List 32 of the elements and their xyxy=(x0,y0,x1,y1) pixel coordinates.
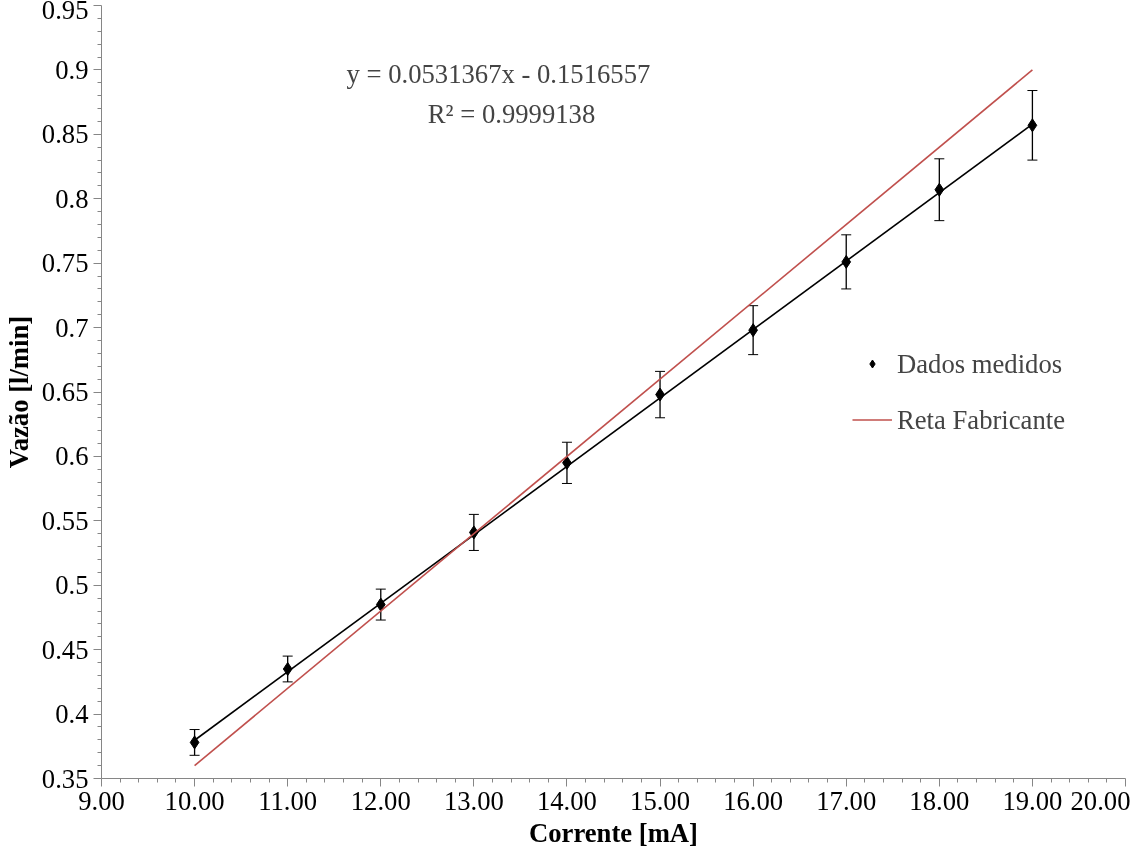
point xyxy=(1027,118,1038,133)
x-tick-label: 17.00 xyxy=(816,785,877,816)
point xyxy=(934,182,945,197)
point xyxy=(189,735,200,750)
y-tick-label: 0.8 xyxy=(55,183,89,214)
annotation: y = 0.0531367x - 0.1516557 xyxy=(346,58,651,89)
x-tick-label: 20.00 xyxy=(1070,785,1131,816)
x-axis-title: Corrente [mA] xyxy=(529,817,698,848)
legend-label: Dados medidos xyxy=(896,348,1063,379)
y-tick-label: 0.7 xyxy=(55,312,89,343)
y-tick-label: 0.95 xyxy=(41,0,89,25)
annotation: R² = 0.9999138 xyxy=(427,98,596,129)
y-tick-label: 0.85 xyxy=(41,119,89,150)
y-tick-label: 0.4 xyxy=(55,699,89,730)
x-tick-label: 15.00 xyxy=(630,785,691,816)
y-tick-label: 0.65 xyxy=(41,377,89,407)
x-tick-label: 18.00 xyxy=(909,785,970,816)
y-tick-label: 0.9 xyxy=(55,54,89,85)
y-tick-label: 0.55 xyxy=(41,505,89,536)
x-tick-label: 14.00 xyxy=(536,785,597,816)
legend-label: Reta Fabricante xyxy=(896,404,1065,435)
x-tick-label: 19.00 xyxy=(1002,785,1063,816)
y-tick-label: 0.5 xyxy=(55,570,89,601)
x-tick-label: 10.00 xyxy=(164,785,225,816)
x-tick-label: 16.00 xyxy=(723,785,784,816)
y-tick-label: 0.75 xyxy=(41,248,89,279)
x-tick-label: 13.00 xyxy=(443,785,504,816)
y-tick-label: 0.6 xyxy=(55,441,89,472)
y-axis-title: Vazão [l/min] xyxy=(3,315,34,469)
x-tick-label: 12.00 xyxy=(350,785,411,816)
y-tick-label: 0.45 xyxy=(41,634,89,665)
x-tick-label: 11.00 xyxy=(258,785,318,816)
